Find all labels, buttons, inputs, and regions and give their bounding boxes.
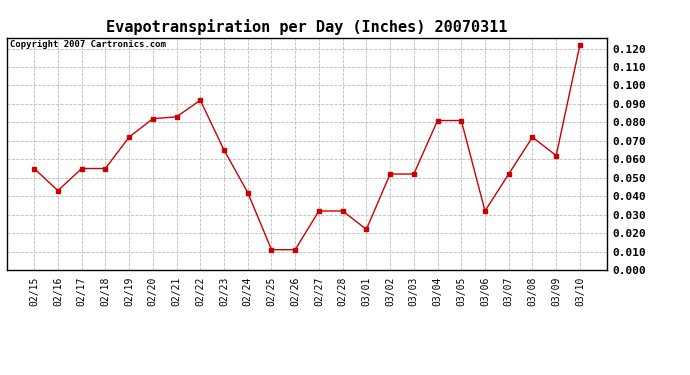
Text: Copyright 2007 Cartronics.com: Copyright 2007 Cartronics.com <box>10 40 166 49</box>
Title: Evapotranspiration per Day (Inches) 20070311: Evapotranspiration per Day (Inches) 2007… <box>106 19 508 35</box>
